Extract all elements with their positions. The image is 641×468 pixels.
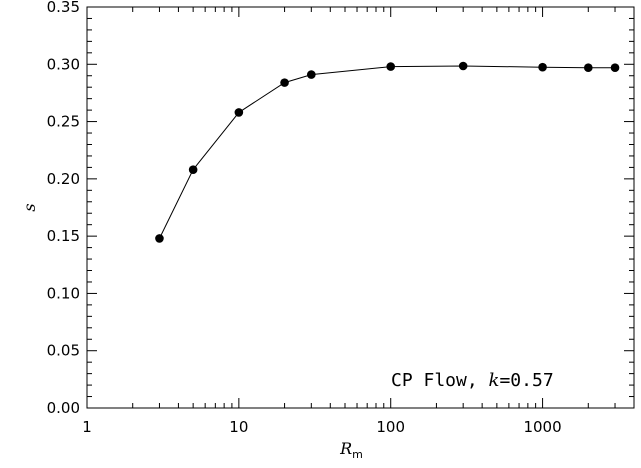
annotation-prefix: CP Flow, <box>391 370 489 391</box>
plot-frame <box>86 6 635 409</box>
x-axis-label-sub: m <box>352 448 363 461</box>
x-axis-label-main: R <box>339 439 352 458</box>
y-tick-label: 0.25 <box>47 113 80 131</box>
data-point <box>610 63 620 73</box>
y-tick-label: 0.15 <box>47 227 80 245</box>
y-tick-label: 0.30 <box>47 55 80 73</box>
data-point <box>583 63 593 73</box>
data-point <box>234 108 244 117</box>
x-tick-label: 1000 <box>523 418 561 436</box>
data-point <box>188 165 198 174</box>
x-tick-label: 10 <box>229 418 248 436</box>
annotation-var: k <box>489 370 500 391</box>
y-tick-label: 0.00 <box>47 399 80 417</box>
data-point <box>155 234 164 243</box>
y-tick-label: 0.35 <box>47 0 80 16</box>
series-line <box>159 65 615 239</box>
y-tick-label: 0.20 <box>47 170 80 188</box>
data-point <box>307 70 316 79</box>
y-tick-label: 0.05 <box>47 342 80 360</box>
x-tick-label: 1 <box>82 418 92 436</box>
x-axis-label: Rm <box>339 439 363 461</box>
series <box>155 61 620 243</box>
y-axis-ticks: 0.00 0.05 0.10 0.15 0.20 0.25 0.30 0.35 <box>47 0 634 417</box>
x-tick-label: 100 <box>376 418 405 436</box>
annotation-suffix: =0.57 <box>499 370 553 391</box>
annotation: CP Flow, k=0.57 <box>391 370 554 391</box>
y-tick-label: 0.10 <box>47 284 80 302</box>
data-point <box>280 78 289 87</box>
y-axis-label: s <box>20 203 39 211</box>
data-point <box>386 62 396 71</box>
data-point <box>538 62 547 72</box>
data-point <box>458 61 468 71</box>
